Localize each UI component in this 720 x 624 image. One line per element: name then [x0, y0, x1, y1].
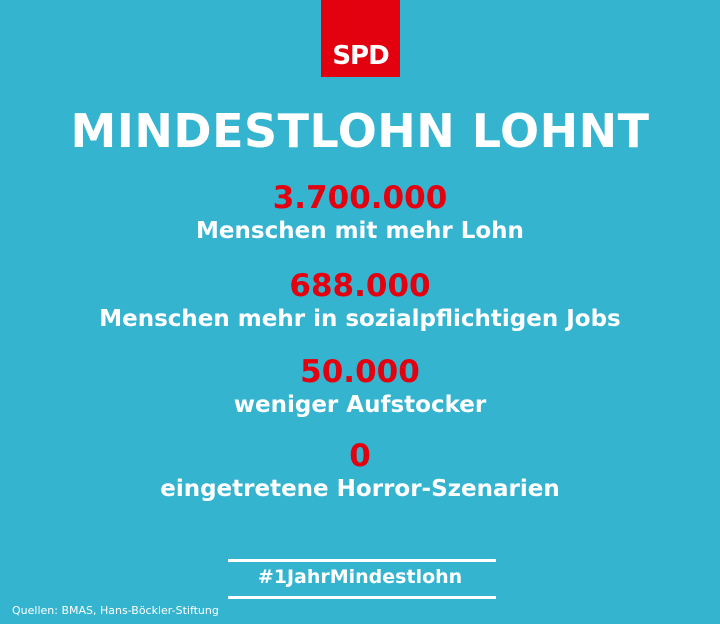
- fact-number: 688.000: [289, 268, 431, 304]
- logo-text: SPD: [332, 41, 389, 71]
- rule: [228, 596, 496, 599]
- hashtag: #1JahrMindestlohn: [257, 566, 463, 588]
- source: Quellen: BMAS, Hans-Böckler-Stiftung: [12, 604, 219, 617]
- fact-number: 50.000: [300, 354, 420, 390]
- title: MINDESTLOHN LOHNT: [70, 104, 650, 158]
- fact-text: Menschen mehr in sozialpflichtigen Jobs: [99, 306, 621, 332]
- fact-text: weniger Aufstocker: [233, 392, 487, 418]
- fact-text: eingetretene Horror-Szenarien: [160, 476, 560, 502]
- fact-text: Menschen mit mehr Lohn: [196, 218, 524, 244]
- rule: [228, 559, 496, 562]
- fact-number: 0: [349, 438, 371, 474]
- logo: SPD: [321, 0, 400, 77]
- fact-number: 3.700.000: [272, 180, 448, 216]
